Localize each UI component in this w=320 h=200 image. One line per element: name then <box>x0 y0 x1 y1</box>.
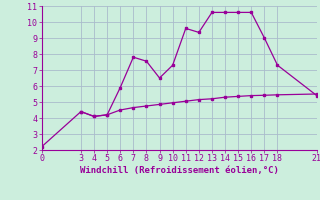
X-axis label: Windchill (Refroidissement éolien,°C): Windchill (Refroidissement éolien,°C) <box>80 166 279 175</box>
